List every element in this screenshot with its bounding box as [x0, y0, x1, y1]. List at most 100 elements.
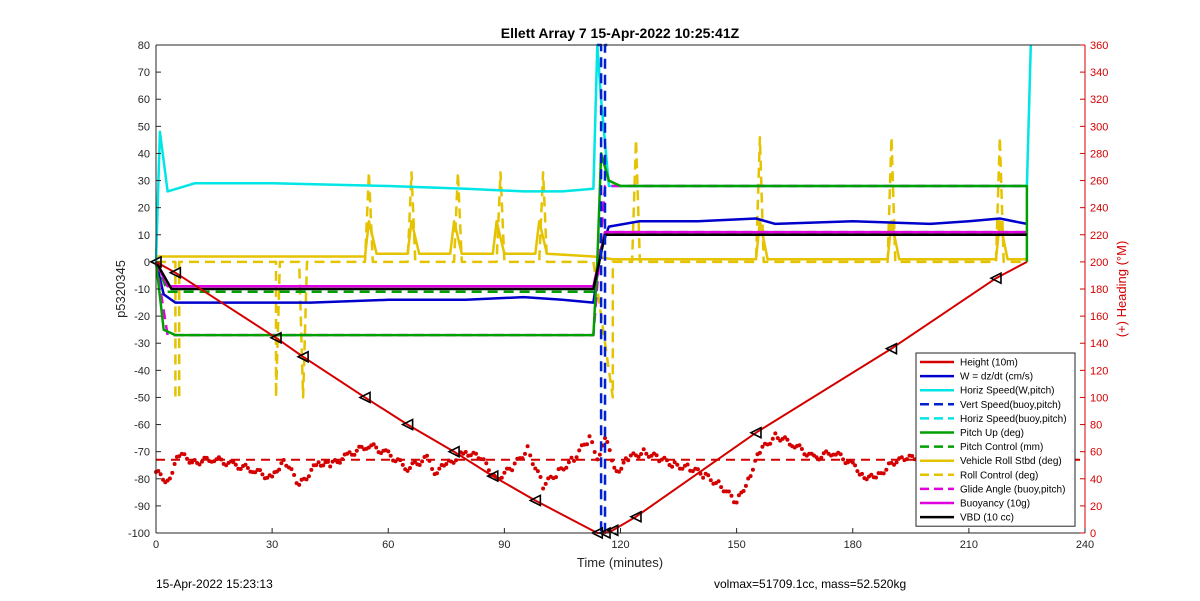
heading-point — [612, 465, 617, 470]
heading-point — [374, 445, 379, 450]
y-tick-label: 60 — [138, 94, 150, 106]
heading-point — [386, 449, 391, 454]
y2-tick-label: 300 — [1090, 121, 1108, 133]
heading-point — [304, 477, 309, 482]
heading-point — [572, 458, 576, 463]
heading-point — [454, 458, 458, 463]
heading-point — [192, 458, 197, 462]
y2-tick-label: 140 — [1090, 338, 1108, 350]
heading-point — [354, 448, 359, 453]
x-tick-label: 90 — [498, 539, 510, 551]
heading-point — [785, 437, 790, 442]
heading-point — [672, 460, 677, 465]
heading-point — [444, 462, 449, 466]
y2-tick-label: 220 — [1090, 230, 1108, 242]
heading-point — [899, 455, 904, 460]
heading-point — [292, 473, 297, 477]
legend-entry-label: Horiz Speed(W,pitch) — [960, 386, 1054, 397]
y-tick-label: 70 — [138, 67, 150, 79]
heading-point — [420, 459, 425, 464]
heading-point — [481, 457, 486, 462]
heading-point — [910, 454, 915, 458]
heading-point — [775, 436, 780, 441]
heading-point — [569, 455, 574, 460]
heading-point — [773, 431, 778, 436]
heading-point — [371, 442, 376, 447]
heading-point — [231, 460, 236, 465]
y2-tick-label: 0 — [1090, 528, 1096, 540]
heading-point — [680, 466, 685, 471]
legend-entry-label: VBD (10 cc) — [960, 513, 1014, 524]
heading-point — [860, 471, 864, 476]
heading-points — [154, 431, 1027, 505]
heading-point — [783, 435, 787, 440]
series-line-height-10m — [155, 261, 1028, 534]
heading-point — [398, 458, 403, 463]
series-layer — [149, 43, 1085, 540]
heading-point — [197, 462, 202, 467]
heading-point — [864, 477, 869, 482]
height-marker — [485, 469, 499, 483]
heading-point — [695, 467, 700, 472]
heading-point — [535, 469, 540, 474]
y-tick-label: 50 — [138, 121, 150, 133]
heading-point — [753, 458, 758, 463]
heading-point — [172, 462, 177, 466]
height-marker — [269, 331, 282, 345]
heading-point — [352, 452, 357, 457]
height-marker — [358, 391, 371, 404]
series-line-vehicle-roll-stbd-deg — [156, 219, 1027, 261]
heading-point — [884, 467, 889, 472]
heading-point — [316, 460, 321, 465]
heading-point — [619, 466, 624, 471]
heading-point — [260, 472, 265, 477]
legend: Height (10m) W = dz/dt (cm/s) Horiz Speed(… — [915, 352, 1076, 527]
heading-point — [405, 468, 410, 473]
y-tick-label: -90 — [134, 501, 150, 513]
height-marker — [629, 510, 642, 524]
y-tick-label: 10 — [138, 230, 150, 242]
heading-point — [427, 458, 432, 463]
heading-point — [182, 452, 187, 457]
heading-point — [388, 453, 393, 458]
heading-point — [685, 462, 690, 467]
heading-point — [892, 462, 896, 467]
heading-point — [190, 460, 195, 465]
y-tick-label: -40 — [134, 365, 150, 377]
heading-point — [314, 463, 319, 468]
y-tick-label: -30 — [134, 338, 150, 350]
heading-point — [874, 475, 878, 480]
y-tick-label: -60 — [134, 420, 150, 432]
heading-point — [468, 453, 473, 458]
heading-point — [621, 460, 626, 465]
heading-point — [760, 444, 765, 449]
heading-point — [277, 467, 282, 472]
heading-point — [512, 461, 517, 466]
y-tick-label: -10 — [134, 284, 150, 296]
heading-point — [543, 481, 548, 486]
heading-point — [577, 448, 582, 453]
heading-point — [170, 470, 175, 475]
footer-volmax-mass: volmax=51709.1cc, mass=52.520kg — [714, 577, 907, 591]
x-tick-label: 30 — [266, 539, 278, 551]
heading-point — [156, 469, 161, 473]
y-tick-label: -80 — [134, 474, 150, 486]
heading-point — [435, 471, 439, 476]
y-tick-label: -20 — [134, 311, 150, 323]
x-tick-label: 180 — [844, 539, 862, 551]
heading-point — [502, 470, 507, 475]
heading-point — [541, 486, 546, 491]
heading-point — [325, 459, 330, 464]
y2-tick-label: 160 — [1090, 311, 1108, 323]
heading-point — [533, 466, 538, 471]
heading-point — [204, 455, 209, 460]
heading-point — [726, 489, 731, 494]
y2-tick-label: 100 — [1090, 392, 1108, 404]
legend-entry-label: Glide Angle (buoy,pitch) — [960, 484, 1065, 495]
heading-point — [592, 450, 597, 454]
x-tick-label: 150 — [727, 539, 745, 551]
heading-point — [850, 460, 855, 465]
heading-point — [701, 475, 706, 480]
heading-point — [566, 460, 571, 465]
